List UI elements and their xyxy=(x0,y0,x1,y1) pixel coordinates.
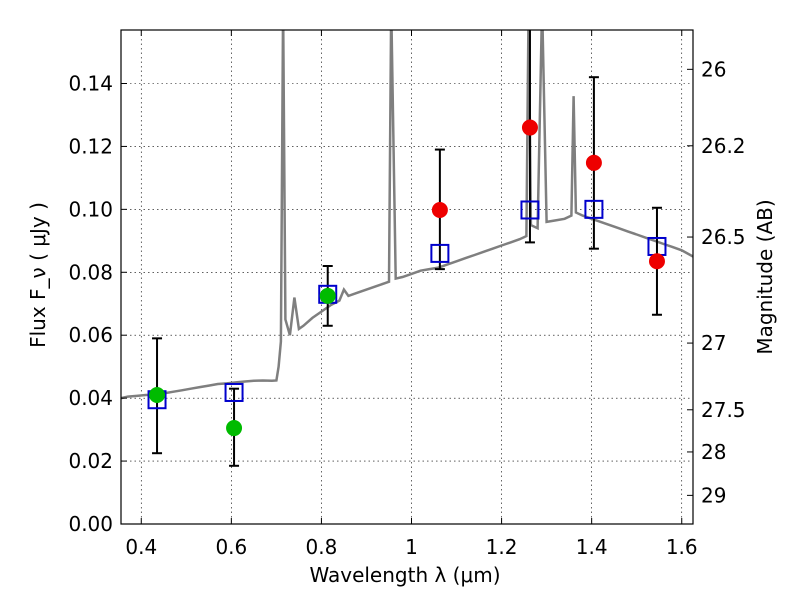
right-tick-label-6: 29 xyxy=(701,483,726,507)
right-tick-label-2: 26.5 xyxy=(701,225,746,249)
y-tick-label-0: 0.00 xyxy=(68,512,113,536)
observed-points xyxy=(149,119,665,437)
grid xyxy=(121,30,693,525)
y-tick-label-6: 0.12 xyxy=(68,134,113,158)
model-boxes xyxy=(147,199,667,410)
y-tick-label-5: 0.10 xyxy=(68,197,113,221)
right-tick-label-0: 26 xyxy=(701,57,726,81)
model-box-5 xyxy=(584,199,604,219)
right-tick-label-3: 27 xyxy=(701,331,726,355)
right-tick-label-5: 28 xyxy=(701,440,726,464)
plot-frame xyxy=(120,29,694,525)
point-observed_points_green-1 xyxy=(226,420,243,437)
errorbars xyxy=(152,30,662,467)
point-observed_points_red-3 xyxy=(648,253,665,270)
right-tick-label-1: 26.2 xyxy=(701,134,746,158)
point-observed_points_red-1 xyxy=(521,119,538,136)
point-observed_points_red-0 xyxy=(431,201,448,218)
x-axis-label: Wavelength λ (μm) xyxy=(309,563,500,587)
x-tick-label-5: 1.4 xyxy=(576,535,608,559)
point-observed_points_green-0 xyxy=(149,386,166,403)
x-tick-label-6: 1.6 xyxy=(666,535,698,559)
right-tick-label-4: 27.5 xyxy=(701,398,746,422)
point-observed_points_red-2 xyxy=(585,154,602,171)
y-tick-label-7: 0.14 xyxy=(68,71,113,95)
right-axis-label: Magnitude (AB) xyxy=(753,199,777,354)
y-tick-label-2: 0.04 xyxy=(68,386,113,410)
x-tick-label-2: 0.8 xyxy=(306,535,338,559)
model-box-4 xyxy=(520,200,540,220)
y-tick-label-4: 0.08 xyxy=(68,260,113,284)
right-magnitude-ticks: 26 26.2 26.5 27 27.5 28 29 xyxy=(687,57,746,507)
point-observed_points_green-2 xyxy=(319,287,336,304)
y-tick-label-3: 0.06 xyxy=(68,323,113,347)
x-tick-label-4: 1.2 xyxy=(486,535,518,559)
x-tick-label-3: 1 xyxy=(405,535,418,559)
y-tick-label-1: 0.02 xyxy=(68,449,113,473)
model-box-1 xyxy=(224,382,244,402)
x-tick-label-1: 0.6 xyxy=(215,535,247,559)
x-ticks: 0.4 0.6 0.8 1 1.2 1.4 1.6 xyxy=(125,30,698,559)
model-spectrum-line xyxy=(121,30,693,400)
model-box-3 xyxy=(430,243,450,263)
y-ticks: 0.00 0.02 0.04 0.06 0.08 0.10 0.12 0.14 xyxy=(68,71,127,536)
y-axis-label: Flux F_ν ( μJy ) xyxy=(26,202,50,348)
x-tick-label-0: 0.4 xyxy=(125,535,157,559)
